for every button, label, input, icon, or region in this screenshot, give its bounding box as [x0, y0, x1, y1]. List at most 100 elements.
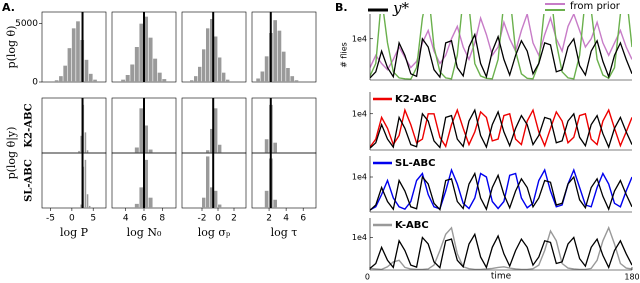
panel-b-title: B. [335, 1, 348, 14]
x-axis-label: log τ [271, 226, 298, 239]
x-tick-label: 0 [69, 214, 75, 224]
hist-bar [125, 75, 130, 82]
hist-bar [134, 47, 139, 82]
y-axis-label: # flies [340, 42, 349, 68]
hist-bar [202, 197, 206, 208]
hist-bar [226, 79, 230, 82]
hist-bar [264, 190, 269, 208]
hist-bar [54, 80, 59, 82]
hist-bar [80, 135, 82, 153]
x-tick-label: 4 [283, 214, 289, 224]
y-tick-label: 1e4 [352, 233, 367, 242]
x-tick-label: -2 [198, 214, 207, 224]
hist-bar [84, 132, 87, 153]
row-label: SL-ABC [24, 159, 35, 202]
row-label: K2-ABC [24, 103, 35, 147]
legend-label: K-ABC [395, 220, 429, 231]
y-tick-label: 1e4 [352, 109, 367, 118]
panel [370, 225, 632, 270]
panel [370, 14, 632, 80]
x-tick-label: 6 [300, 214, 306, 224]
hist-bar [88, 205, 91, 208]
hist-bar [210, 19, 214, 82]
hist-bar [214, 36, 218, 82]
hist-bar [290, 76, 295, 82]
series-line [370, 107, 632, 149]
hist-bar [260, 71, 265, 82]
y-tick-label: 0 [32, 78, 38, 88]
hist-bar [294, 80, 299, 82]
hist-bar [121, 79, 126, 82]
hist-bar [148, 197, 153, 208]
panel [370, 167, 632, 212]
hist-bar [264, 56, 269, 82]
series-line [370, 225, 632, 270]
x-tick-label: -5 [46, 214, 55, 224]
hist-bar [139, 187, 144, 208]
hist-bar [218, 144, 222, 153]
series-line [370, 167, 632, 211]
observed-line [370, 171, 632, 212]
hist-bar [134, 203, 139, 208]
hist-bar [214, 190, 218, 208]
hist-bar [86, 194, 89, 208]
legend-label: y* [392, 0, 409, 17]
hist-bar [198, 66, 202, 82]
x-axis-label: time [491, 272, 512, 282]
observed-line [370, 232, 632, 270]
y-tick-label: 5000 [15, 19, 38, 29]
x-tick-label: 5 [90, 214, 96, 224]
hist-bar [88, 73, 93, 82]
hist-bar [153, 58, 158, 82]
observed-line [370, 108, 632, 149]
hist-bar [206, 28, 210, 82]
hist-bar [78, 150, 80, 153]
hist-bar [86, 150, 89, 153]
legend-label: from prior [570, 1, 621, 12]
hist-bar [210, 187, 214, 208]
row-label: p(log θ) [5, 26, 18, 69]
hist-bar [67, 48, 72, 82]
hist-bar [210, 128, 214, 153]
hist-bar [134, 147, 139, 153]
observed-line [370, 32, 632, 79]
cell-frame [251, 152, 317, 209]
hist-bar [222, 72, 226, 82]
cell-frame [41, 152, 107, 209]
x-tick-label: 180 [624, 273, 639, 282]
hist-bar [80, 204, 82, 208]
hist-bar [71, 28, 76, 82]
panel-a-title: A. [2, 1, 15, 14]
hist-bar [218, 57, 222, 82]
hist-bar [76, 21, 80, 82]
x-tick-label: 2 [231, 214, 237, 224]
x-tick-label: 6 [141, 214, 147, 224]
hist-bar [277, 30, 282, 83]
hist-bar [84, 159, 87, 208]
hist-bar [202, 49, 206, 82]
hist-bar [286, 68, 290, 82]
legend-label: K2-ABC [395, 94, 437, 105]
cell-frame [41, 97, 107, 154]
hist-bar [139, 108, 144, 153]
y-tick-label: 1e4 [352, 34, 367, 43]
hist-bar [148, 149, 153, 153]
x-tick-label: 4 [123, 214, 129, 224]
legend-label: SL-ABC [395, 158, 435, 169]
hist-bar [144, 159, 148, 208]
hist-bar [281, 51, 286, 82]
hist-bar [273, 20, 277, 83]
hist-bar [218, 204, 222, 208]
x-axis-label: log P [60, 226, 89, 239]
hist-bar [206, 156, 210, 208]
hist-bar [206, 150, 210, 153]
x-axis-label: log N₀ [127, 226, 162, 239]
hist-bar [63, 65, 67, 82]
hist-bar [148, 37, 153, 82]
x-tick-label: 8 [159, 214, 165, 224]
x-tick-label: 2 [266, 214, 272, 224]
hist-bar [214, 108, 218, 153]
hist-bar [190, 80, 194, 82]
series-line [370, 14, 632, 80]
